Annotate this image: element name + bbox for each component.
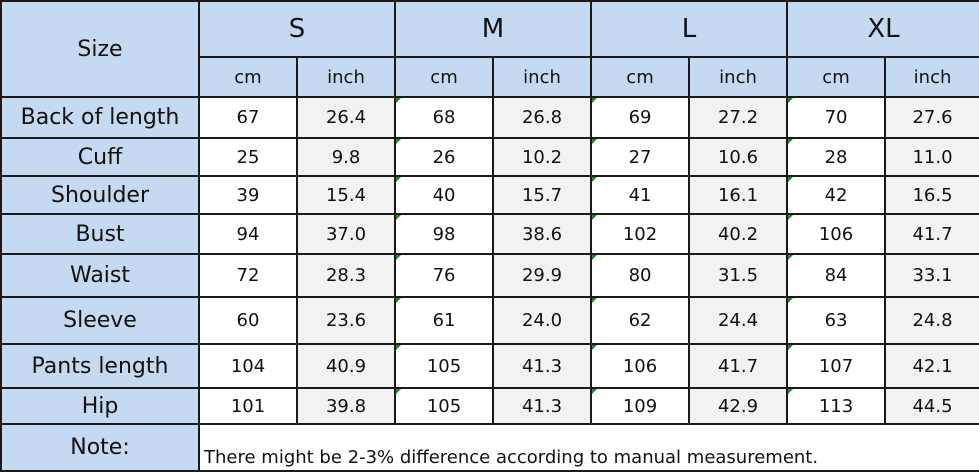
measurement-row: Shoulder 39 15.4 40 15.7 41 16.1 42 16.5 (0, 175, 979, 215)
value-inch: 37.0 (295, 213, 397, 255)
value-inch: 33.1 (884, 253, 979, 298)
value-inch: 24.0 (492, 296, 593, 345)
value-inch: 38.6 (492, 213, 593, 255)
measurement-label: Pants length (0, 343, 200, 389)
value-cm: 70 (786, 96, 887, 139)
measurement-label: Hip (0, 387, 200, 425)
value-cm: 109 (590, 387, 691, 425)
value-cm: 94 (198, 213, 298, 255)
value-cm: 28 (786, 137, 887, 177)
measurement-label: Waist (0, 253, 200, 298)
size-header-label: Size (0, 0, 200, 98)
value-cm: 26 (394, 137, 495, 177)
value-inch: 10.2 (492, 137, 593, 177)
value-inch: 9.8 (295, 137, 397, 177)
value-inch: 39.8 (295, 387, 397, 425)
unit-inch: inch (492, 56, 593, 98)
value-cm: 105 (394, 343, 495, 389)
value-cm: 102 (590, 213, 691, 255)
unit-cm: cm (590, 56, 691, 98)
value-cm: 25 (198, 137, 298, 177)
value-inch: 40.9 (295, 343, 397, 389)
value-cm: 80 (590, 253, 691, 298)
value-cm: 106 (786, 213, 887, 255)
measurement-row: Pants length 104 40.9 105 41.3 106 41.7 107 42.1 (0, 343, 979, 389)
unit-inch: inch (884, 56, 979, 98)
value-inch: 42.1 (884, 343, 979, 389)
value-cm: 106 (590, 343, 691, 389)
measurement-row: Sleeve 60 23.6 61 24.0 62 24.4 63 24.8 (0, 296, 979, 345)
value-cm: 101 (198, 387, 298, 425)
value-inch: 26.8 (492, 96, 593, 139)
value-cm: 105 (394, 387, 495, 425)
value-inch: 24.4 (688, 296, 789, 345)
value-cm: 41 (590, 175, 691, 215)
measurement-label: Bust (0, 213, 200, 255)
value-cm: 60 (198, 296, 298, 345)
value-inch: 27.2 (688, 96, 789, 139)
value-inch: 11.0 (884, 137, 979, 177)
value-inch: 41.7 (884, 213, 979, 255)
value-cm: 62 (590, 296, 691, 345)
value-cm: 69 (590, 96, 691, 139)
unit-cm: cm (394, 56, 495, 98)
value-cm: 72 (198, 253, 298, 298)
size-l-header: L (590, 0, 789, 58)
size-m-header: M (394, 0, 593, 58)
value-cm: 61 (394, 296, 495, 345)
value-cm: 76 (394, 253, 495, 298)
value-inch: 23.6 (295, 296, 397, 345)
value-inch: 16.1 (688, 175, 789, 215)
value-inch: 27.6 (884, 96, 979, 139)
measurement-label: Back of length (0, 96, 200, 139)
note-label: Note: (0, 423, 200, 472)
measurement-row: Cuff 25 9.8 26 10.2 27 10.6 28 11.0 (0, 137, 979, 177)
value-cm: 39 (198, 175, 298, 215)
value-cm: 27 (590, 137, 691, 177)
note-text: There might be 2-3% difference according… (197, 423, 979, 472)
unit-cm: cm (198, 56, 298, 98)
size-s-header: S (197, 0, 397, 58)
value-inch: 41.3 (492, 387, 593, 425)
value-inch: 10.6 (688, 137, 789, 177)
value-cm: 84 (786, 253, 887, 298)
note-row: Note: There might be 2-3% difference acco… (0, 423, 979, 472)
size-header-row: Size S M L XL (0, 0, 979, 98)
value-cm: 63 (786, 296, 887, 345)
value-cm: 67 (198, 96, 298, 139)
measurement-label: Cuff (0, 137, 200, 177)
value-inch: 24.8 (884, 296, 979, 345)
value-inch: 15.7 (492, 175, 593, 215)
value-inch: 31.5 (688, 253, 789, 298)
measurement-row: Bust 94 37.0 98 38.6 102 40.2 106 41.7 (0, 213, 979, 255)
value-inch: 26.4 (295, 96, 397, 139)
value-cm: 98 (394, 213, 495, 255)
value-inch: 41.3 (492, 343, 593, 389)
value-cm: 113 (786, 387, 887, 425)
unit-inch: inch (688, 56, 789, 98)
measurement-label: Shoulder (0, 175, 200, 215)
measurement-row: Hip 101 39.8 105 41.3 109 42.9 113 44.5 (0, 387, 979, 425)
unit-inch: inch (295, 56, 397, 98)
size-xl-header: XL (786, 0, 979, 58)
unit-cm: cm (786, 56, 887, 98)
unit-header-row: cm inch cm inch cm inch cm inch (1, 56, 979, 98)
value-inch: 41.7 (688, 343, 789, 389)
value-cm: 40 (394, 175, 495, 215)
measurement-row: Back of length 67 26.4 68 26.8 69 27.2 70 27.6 (0, 96, 979, 139)
value-inch: 28.3 (295, 253, 397, 298)
value-inch: 44.5 (884, 387, 979, 425)
value-cm: 42 (786, 175, 887, 215)
value-inch: 29.9 (492, 253, 593, 298)
value-inch: 16.5 (884, 175, 979, 215)
measurement-row: Waist 72 28.3 76 29.9 80 31.5 84 33.1 (0, 253, 979, 298)
value-inch: 15.4 (295, 175, 397, 215)
value-cm: 107 (786, 343, 887, 389)
value-inch: 40.2 (688, 213, 789, 255)
value-inch: 42.9 (688, 387, 789, 425)
value-cm: 68 (394, 96, 495, 139)
value-cm: 104 (198, 343, 298, 389)
measurement-label: Sleeve (0, 296, 200, 345)
